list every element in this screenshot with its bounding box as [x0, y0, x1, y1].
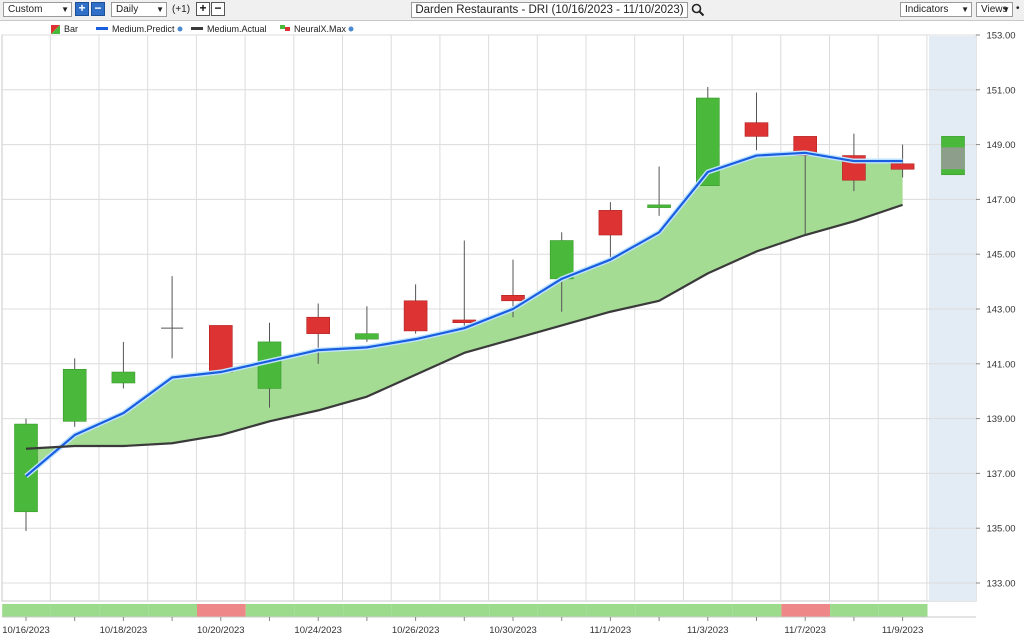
signal-strip-cell [732, 604, 782, 617]
candle-down[interactable] [209, 325, 233, 373]
candle-down[interactable] [403, 300, 428, 332]
signal-strip-cell [245, 604, 295, 617]
x-tick-label: 10/18/2023 [100, 625, 148, 636]
legend-item-medium-predict: Medium.Predict [96, 24, 183, 34]
x-tick-label: 10/20/2023 [197, 625, 245, 636]
line-swatch-icon [191, 27, 203, 30]
info-dot-icon[interactable] [348, 26, 354, 32]
zoom-in-button[interactable]: + [75, 2, 89, 16]
legend-label: Medium.Predict [112, 24, 175, 34]
legend-item-bar: Bar [51, 24, 78, 34]
bar-icon [51, 24, 60, 34]
forecast-shade [929, 36, 976, 601]
candle-up[interactable] [355, 333, 379, 340]
candle-up[interactable] [111, 371, 136, 384]
x-tick-label: 11/9/2023 [882, 625, 924, 636]
candle-up[interactable] [647, 204, 671, 208]
chevron-down-icon: ▼ [156, 5, 164, 14]
interval-select-value: Daily [116, 4, 139, 15]
signal-strip-cell [343, 604, 392, 617]
chart-title: Darden Restaurants - DRI (10/16/2023 - 1… [415, 4, 684, 16]
toolbar: Custom ▼ + − Daily ▼ (+1) + − Darden Res… [0, 0, 1024, 21]
chevron-down-icon: ▼ [1002, 5, 1010, 14]
range-select[interactable]: Custom ▼ [3, 2, 72, 17]
chevron-down-icon: ▼ [61, 5, 69, 14]
candle-down[interactable] [890, 163, 915, 170]
chevron-down-icon: ▼ [961, 5, 969, 14]
legend-item-medium-actual: Medium.Actual [191, 24, 267, 34]
signal-strip-cell [781, 604, 831, 617]
forecast-bar-range [941, 147, 965, 170]
legend-label: Medium.Actual [207, 24, 267, 34]
medium-predict-line[interactable] [25, 151, 903, 477]
candle-down[interactable] [598, 210, 623, 236]
chart-title-box[interactable]: Darden Restaurants - DRI (10/16/2023 - 1… [411, 2, 688, 18]
info-dot-icon[interactable] [177, 26, 183, 32]
interval-select[interactable]: Daily ▼ [111, 2, 167, 17]
candle-down[interactable] [744, 122, 769, 137]
x-tick-label: 10/26/2023 [392, 625, 440, 636]
pin-icon[interactable]: • [1016, 3, 1020, 14]
prediction-band [26, 152, 903, 477]
y-tick-label: 141.00 [986, 359, 1015, 370]
x-tick-label: 11/7/2023 [784, 625, 826, 636]
views-select[interactable]: Views ▼ [976, 2, 1013, 17]
signal-strip-cell [586, 604, 636, 617]
medium-actual-line[interactable] [25, 203, 903, 450]
candle-down[interactable] [306, 316, 331, 334]
signal-strip-cell [684, 604, 733, 617]
signal-strip-cell [148, 604, 197, 617]
line-swatch-icon [96, 27, 108, 30]
interval-offset: (+1) [172, 4, 191, 15]
y-tick-label: 137.00 [986, 469, 1015, 480]
views-label: Views [981, 4, 1008, 15]
signal-strip-cell [489, 604, 538, 617]
y-tick-label: 133.00 [986, 579, 1015, 590]
offset-decrease-button[interactable]: − [211, 2, 225, 16]
x-tick-label: 11/1/2023 [590, 625, 632, 636]
y-tick-label: 147.00 [986, 195, 1015, 206]
y-tick-label: 135.00 [986, 524, 1015, 535]
y-tick-label: 149.00 [986, 140, 1015, 151]
zoom-out-button[interactable]: − [91, 2, 105, 16]
x-tick-label: 10/30/2023 [489, 625, 537, 636]
legend-item-neuralx-max: NeuralX.Max [280, 24, 354, 34]
indicators-select[interactable]: Indicators ▼ [900, 2, 972, 17]
signal-strip-cell [635, 604, 684, 617]
legend-label: NeuralX.Max [294, 24, 347, 34]
signal-strip-cell [878, 604, 928, 617]
y-tick-label: 145.00 [986, 250, 1015, 261]
y-tick-label: 151.00 [986, 85, 1015, 96]
candle-up[interactable] [695, 97, 720, 186]
indicators-label: Indicators [905, 4, 949, 15]
signal-strip-cell [99, 604, 149, 617]
legend-label: Bar [64, 24, 79, 34]
candle-up[interactable] [62, 368, 87, 422]
search-icon[interactable] [691, 3, 705, 17]
x-tick-label: 10/16/2023 [2, 625, 50, 636]
signal-strip-cell [294, 604, 344, 617]
chart-area[interactable]: 153.00 151.00 149.00 147.00 145.00 143.00 141.… [0, 20, 1024, 641]
neuralx-icon [280, 25, 290, 31]
signal-strip-cell [2, 604, 51, 617]
range-select-value: Custom [8, 4, 43, 15]
y-tick-label: 143.00 [986, 305, 1015, 316]
candle-down[interactable] [501, 294, 525, 302]
x-tick-label: 11/3/2023 [687, 625, 729, 636]
y-tick-label: 139.00 [986, 414, 1015, 425]
x-tick-label: 10/24/2023 [294, 625, 342, 636]
signal-strip-cell [830, 604, 879, 617]
offset-increase-button[interactable]: + [196, 2, 210, 16]
signal-strip-cell [391, 604, 441, 617]
signal-strip-cell [50, 604, 100, 617]
signal-strip-cell [537, 604, 587, 617]
y-tick-label: 153.00 [986, 31, 1015, 42]
signal-strip-cell [197, 604, 246, 617]
signal-strip-cell [440, 604, 490, 617]
candle-down[interactable] [452, 319, 477, 323]
